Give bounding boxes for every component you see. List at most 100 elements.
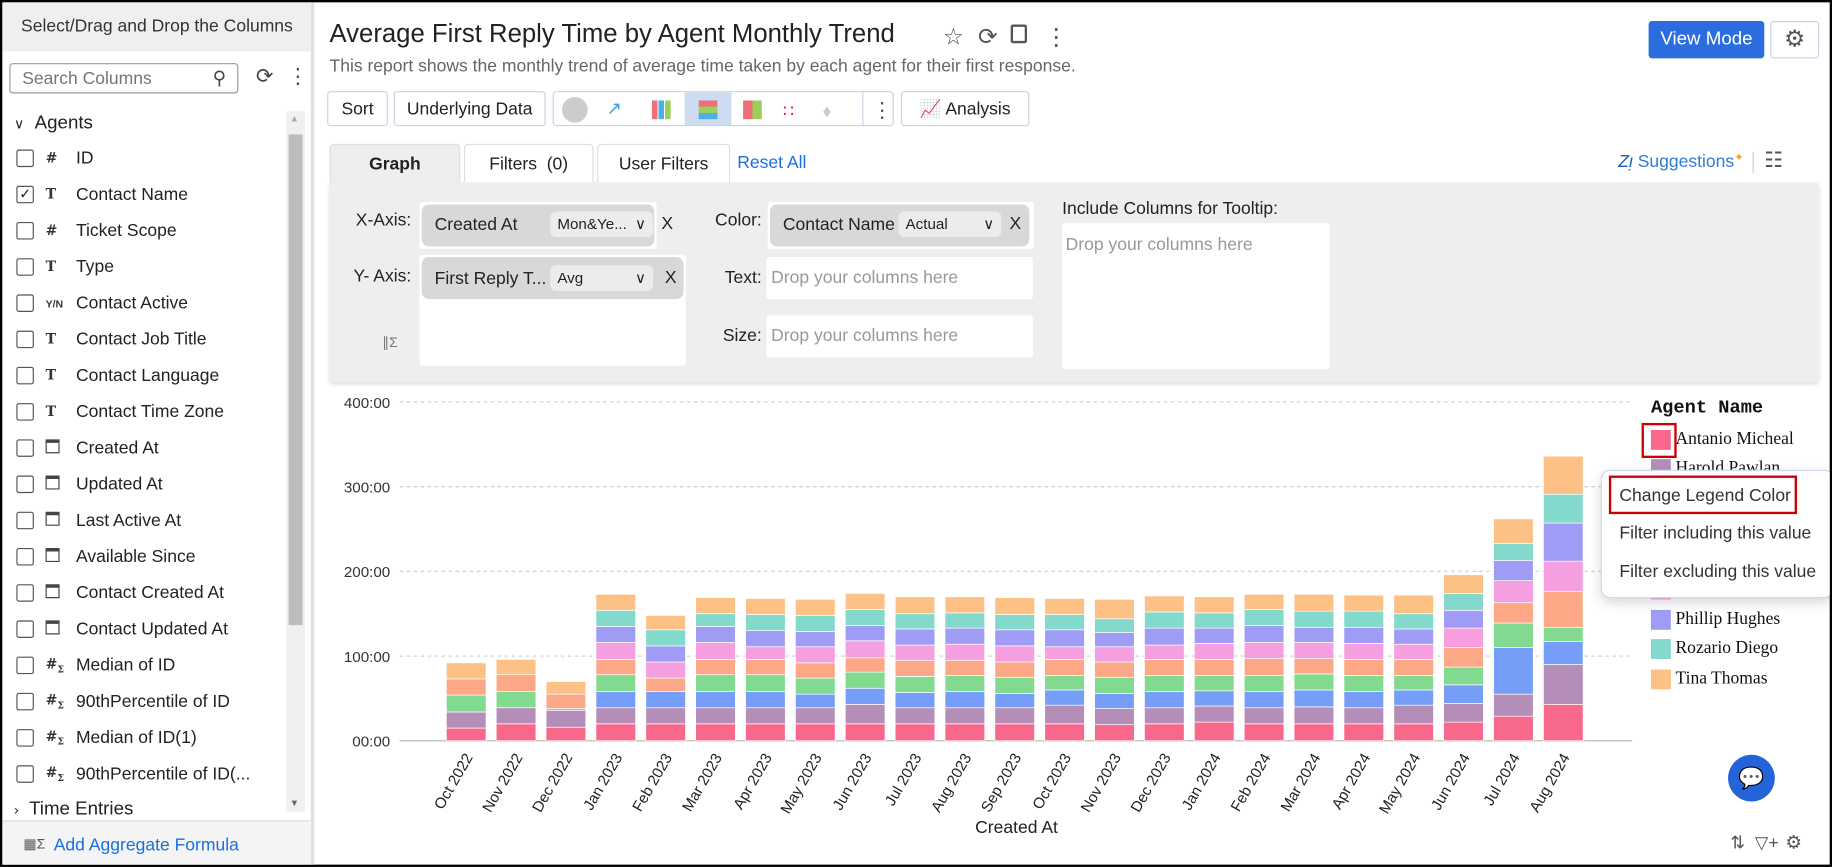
checkbox[interactable] bbox=[16, 293, 34, 312]
bar-segment[interactable] bbox=[944, 723, 986, 742]
bar-segment[interactable] bbox=[1343, 659, 1385, 676]
bar-segment[interactable] bbox=[1243, 675, 1285, 692]
bar-segment[interactable] bbox=[1144, 707, 1185, 725]
bar-segment[interactable] bbox=[1044, 646, 1085, 660]
bar-segment[interactable] bbox=[1493, 693, 1534, 717]
sidebar-scrollbar[interactable]: ▲ ▼ bbox=[286, 110, 305, 813]
bar-segment[interactable] bbox=[545, 726, 587, 742]
bar-segment[interactable] bbox=[695, 691, 736, 709]
bar-segment[interactable] bbox=[595, 626, 637, 643]
bar-segment[interactable] bbox=[1044, 704, 1085, 725]
bar-segment[interactable] bbox=[745, 723, 786, 742]
column-item[interactable]: #Σ 90thPercentile of ID bbox=[16, 687, 230, 715]
bar-segment[interactable] bbox=[1543, 664, 1584, 705]
y-axis-pill[interactable]: First Reply T... Avg ∨ X bbox=[421, 257, 684, 300]
underlying-data-button[interactable]: Underlying Data bbox=[393, 91, 546, 127]
bar-segment[interactable] bbox=[1243, 691, 1285, 709]
bar-segment[interactable] bbox=[545, 709, 587, 728]
bar-segment[interactable] bbox=[1393, 689, 1434, 706]
tab-graph[interactable]: Graph bbox=[329, 143, 461, 184]
bar-segment[interactable] bbox=[1443, 721, 1484, 742]
bar-segment[interactable] bbox=[795, 707, 836, 725]
bar-segment[interactable] bbox=[1293, 723, 1335, 742]
checkbox[interactable] bbox=[16, 619, 34, 638]
aggregate-icon[interactable]: ∥Σ bbox=[382, 334, 398, 351]
combination-chart-icon[interactable] bbox=[743, 100, 762, 120]
menu-item-change-legend-color[interactable]: Change Legend Color bbox=[1619, 486, 1791, 506]
bar-segment[interactable] bbox=[1144, 723, 1185, 742]
bar-segment[interactable] bbox=[445, 678, 487, 696]
bar-segment[interactable] bbox=[1144, 611, 1185, 629]
bar-segment[interactable] bbox=[994, 723, 1035, 742]
reset-all-link[interactable]: Reset All bbox=[737, 153, 807, 173]
bar-segment[interactable] bbox=[1543, 703, 1584, 742]
bar-segment[interactable] bbox=[1094, 708, 1135, 726]
bar-segment[interactable] bbox=[695, 723, 736, 742]
bar-segment[interactable] bbox=[844, 625, 886, 642]
bar-segment[interactable] bbox=[645, 707, 686, 725]
add-aggregate-formula-link[interactable]: Add Aggregate Formula bbox=[53, 835, 239, 856]
bar-segment[interactable] bbox=[1044, 723, 1085, 742]
remove-x-axis-icon[interactable]: X bbox=[661, 213, 674, 234]
legend-item[interactable]: Rozario Diego bbox=[1650, 638, 1778, 661]
color-pill[interactable]: Contact Name Actual ∨ X bbox=[769, 204, 1030, 247]
bar-segment[interactable] bbox=[1144, 659, 1185, 676]
bar-segment[interactable] bbox=[1094, 598, 1135, 620]
bar-segment[interactable] bbox=[1443, 593, 1484, 611]
bar-segment[interactable] bbox=[1343, 691, 1385, 709]
column-item[interactable]: T Contact Language bbox=[16, 361, 219, 389]
bar-segment[interactable] bbox=[1393, 613, 1434, 630]
column-item[interactable]: Contact Created At bbox=[16, 578, 224, 606]
bar-segment[interactable] bbox=[1243, 609, 1285, 626]
chat-bubble-icon[interactable]: 💬 bbox=[1728, 754, 1775, 802]
legend-swatch[interactable] bbox=[1650, 429, 1671, 450]
size-dropzone[interactable]: Drop your columns here bbox=[766, 315, 1033, 358]
bar-segment[interactable] bbox=[645, 629, 686, 647]
bar-segment[interactable] bbox=[1144, 691, 1185, 709]
bar-segment[interactable] bbox=[1443, 609, 1484, 629]
bar-segment[interactable] bbox=[1543, 493, 1584, 524]
bar-segment[interactable] bbox=[1193, 675, 1235, 692]
column-item[interactable]: #Σ Median of ID bbox=[16, 651, 175, 679]
color-dropzone[interactable]: Contact Name Actual ∨ X bbox=[767, 202, 1035, 249]
bar-segment[interactable] bbox=[1343, 610, 1385, 628]
bar-segment[interactable] bbox=[1293, 642, 1335, 659]
suggestions-link[interactable]: Zᴉ Suggestions✦ bbox=[1618, 151, 1744, 172]
remove-color-icon[interactable]: X bbox=[1009, 213, 1022, 234]
bar-segment[interactable] bbox=[595, 659, 637, 676]
reload-icon[interactable]: ⟳ bbox=[977, 24, 998, 51]
bar-segment[interactable] bbox=[795, 598, 836, 616]
bar-segment[interactable] bbox=[1443, 666, 1484, 686]
search-columns-input[interactable] bbox=[9, 63, 239, 94]
sort-button[interactable]: Sort bbox=[327, 91, 388, 127]
checkbox[interactable] bbox=[16, 366, 34, 384]
more-icon[interactable]: ⋮ bbox=[1044, 24, 1068, 51]
bar-segment[interactable] bbox=[994, 629, 1035, 647]
bar-segment[interactable] bbox=[1493, 580, 1534, 604]
legend-swatch[interactable] bbox=[1650, 609, 1671, 630]
bar-segment[interactable] bbox=[595, 707, 637, 725]
bar-segment[interactable] bbox=[894, 676, 936, 693]
bar-segment[interactable] bbox=[1243, 658, 1285, 676]
bar-segment[interactable] bbox=[1293, 689, 1335, 708]
bar-segment[interactable] bbox=[1393, 643, 1434, 660]
bar-segment[interactable] bbox=[944, 659, 986, 676]
bar-segment[interactable] bbox=[445, 662, 487, 680]
star-icon[interactable]: ☆ bbox=[942, 24, 964, 51]
tab-filters[interactable]: Filters (0) bbox=[463, 143, 594, 184]
bar-segment[interactable] bbox=[1493, 559, 1534, 582]
bar-segment[interactable] bbox=[1044, 598, 1085, 615]
bar-segment[interactable] bbox=[595, 723, 637, 742]
bar-segment[interactable] bbox=[645, 661, 686, 679]
remove-y-axis-icon[interactable]: X bbox=[664, 267, 677, 288]
bar-segment[interactable] bbox=[745, 646, 786, 660]
more-options-icon[interactable]: ⋮ bbox=[287, 64, 309, 88]
bar-segment[interactable] bbox=[1193, 642, 1235, 660]
bar-segment[interactable] bbox=[994, 707, 1035, 725]
bar-segment[interactable] bbox=[495, 691, 537, 709]
bar-segment[interactable] bbox=[1094, 631, 1135, 648]
column-item[interactable]: # ID bbox=[16, 144, 93, 172]
bar-segment[interactable] bbox=[1293, 658, 1335, 675]
bar-segment[interactable] bbox=[1493, 647, 1534, 695]
bar-segment[interactable] bbox=[795, 693, 836, 709]
